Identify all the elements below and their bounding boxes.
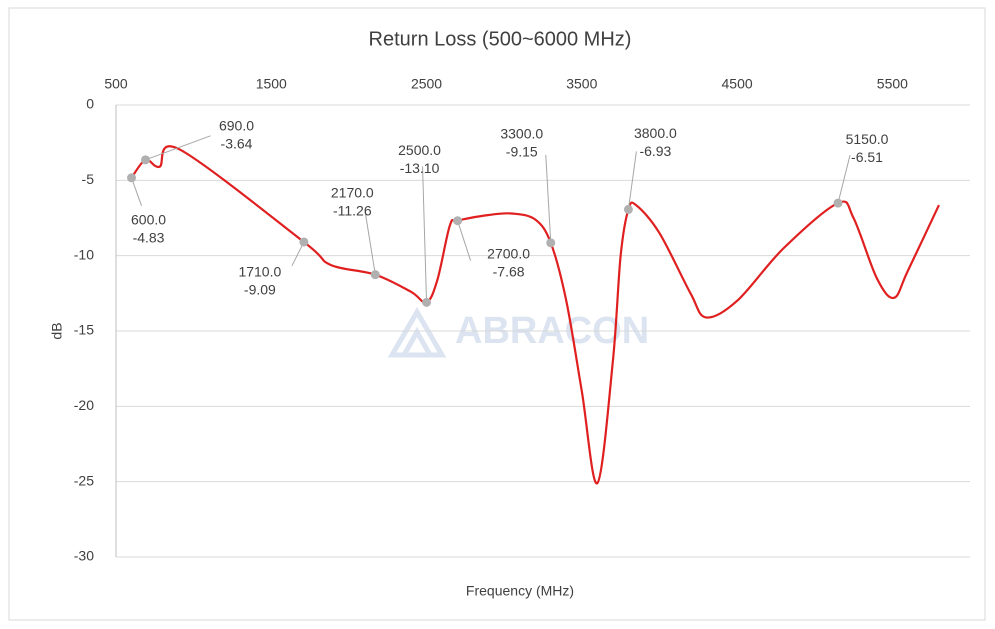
callout-y-label: -13.10 bbox=[400, 160, 440, 176]
callout-x-label: 2700.0 bbox=[487, 245, 530, 261]
marker bbox=[546, 238, 556, 248]
callout-leader bbox=[627, 151, 637, 210]
callout-x-label: 5150.0 bbox=[846, 131, 889, 147]
x-tick-label: 500 bbox=[104, 76, 128, 92]
marker bbox=[127, 173, 137, 183]
x-axis-label: Frequency (MHz) bbox=[466, 583, 574, 599]
callout-x-label: 2170.0 bbox=[331, 184, 374, 200]
marker bbox=[370, 270, 380, 280]
callout-leader bbox=[131, 177, 142, 206]
x-tick-label: 1500 bbox=[256, 76, 287, 92]
y-tick-label: -30 bbox=[74, 548, 94, 564]
callout-y-label: -9.09 bbox=[244, 282, 276, 298]
callout-x-label: 690.0 bbox=[219, 118, 254, 134]
x-tick-label: 4500 bbox=[722, 76, 753, 92]
chart-frame bbox=[8, 7, 986, 621]
callout-y-label: -6.93 bbox=[639, 143, 671, 159]
y-tick-label: -15 bbox=[74, 322, 94, 338]
marker bbox=[833, 198, 843, 208]
callout-y-label: -9.15 bbox=[506, 144, 538, 160]
callout-y-label: -11.26 bbox=[333, 202, 372, 218]
callout-x-label: 2500.0 bbox=[398, 142, 441, 158]
callout-x-label: 1710.0 bbox=[238, 264, 281, 280]
x-tick-label: 3500 bbox=[566, 76, 597, 92]
data-line bbox=[130, 145, 940, 485]
marker bbox=[422, 297, 432, 307]
y-tick-label: -25 bbox=[74, 472, 94, 488]
x-tick-label: 2500 bbox=[411, 76, 442, 92]
y-tick-label: -10 bbox=[74, 246, 94, 262]
marker bbox=[453, 216, 463, 226]
callout-y-label: -3.64 bbox=[221, 136, 253, 152]
y-axis-label: dB bbox=[49, 322, 65, 339]
x-tick-label: 5500 bbox=[877, 76, 908, 92]
callout-leader bbox=[837, 154, 851, 204]
callout-leader bbox=[422, 166, 428, 303]
callout-leader bbox=[364, 212, 376, 275]
callout-x-label: 600.0 bbox=[131, 211, 166, 227]
callout-x-label: 3800.0 bbox=[634, 125, 677, 141]
y-tick-label: -5 bbox=[82, 171, 95, 187]
marker bbox=[623, 204, 633, 214]
marker bbox=[299, 237, 309, 247]
y-tick-label: -20 bbox=[74, 397, 94, 413]
chart-title: Return Loss (500~6000 MHz) bbox=[369, 28, 632, 50]
callout-y-label: -4.83 bbox=[133, 229, 165, 245]
callout-y-label: -6.51 bbox=[851, 149, 883, 165]
y-tick-label: 0 bbox=[86, 96, 94, 112]
callout-y-label: -7.68 bbox=[493, 263, 525, 279]
callout-leader bbox=[145, 135, 211, 161]
marker bbox=[141, 155, 151, 165]
callout-leader bbox=[545, 154, 552, 243]
callout-leader bbox=[457, 220, 472, 261]
watermark-logo bbox=[387, 307, 447, 358]
callout-x-label: 3300.0 bbox=[500, 126, 543, 142]
